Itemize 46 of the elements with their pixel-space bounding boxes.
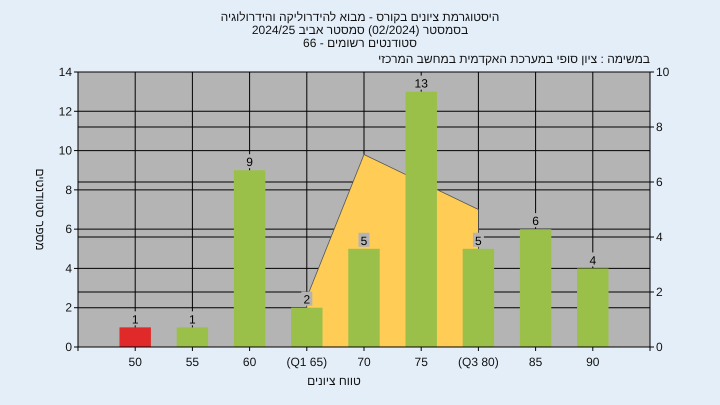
chart-title: היסטוגרמת ציונים בקורס - מבוא להידרוליקה והידרולוגיה: [220, 10, 500, 24]
bar: [405, 92, 437, 347]
y-tick-label: 0: [65, 340, 72, 354]
y-tick-label: 6: [65, 222, 72, 236]
y2-tick-label: 6: [656, 175, 663, 189]
bar: [234, 170, 266, 347]
text: במשימה : ציון סופי במערכת האקדמית במחשב המרכזי: [378, 52, 650, 66]
bar: [291, 308, 323, 347]
x-axis-title: טווח ציונים: [307, 374, 362, 388]
y2-tick-label: 10: [656, 65, 670, 79]
data-label: 5: [475, 234, 482, 248]
y-axis-title: מספר סטודנטים: [33, 168, 47, 251]
y2-tick-label: 2: [656, 285, 663, 299]
data-label: 2: [303, 292, 310, 307]
x-tick-label: 90: [586, 355, 600, 369]
chart-subtitle: בסמסטר (02/2024) סמסטר אביב 2024/25 סטודנטים רשומים - 66: [252, 23, 468, 50]
x-tick-label: 60: [242, 355, 257, 369]
x-tick-label: 70: [357, 355, 371, 369]
y-tick-label: 12: [58, 104, 72, 118]
data-label: 13: [414, 76, 428, 91]
y2-tick-label: 8: [656, 120, 663, 134]
y2-tick-label: 4: [656, 230, 663, 244]
y-tick-label: 10: [58, 144, 72, 158]
data-label: 9: [246, 155, 254, 170]
data-label: 1: [132, 312, 139, 326]
bar: [577, 268, 609, 347]
y-tick-label: 14: [58, 65, 72, 79]
y2-tick-label: 0: [656, 340, 663, 354]
data-label: 4: [589, 253, 596, 268]
bar: [176, 327, 208, 347]
y-tick-label: 2: [65, 300, 72, 315]
data-label: 1: [189, 312, 196, 326]
x-tick-label: 75: [414, 355, 428, 369]
x-tick-label: (Q3 80): [458, 355, 499, 369]
bar: [119, 327, 151, 347]
x-tick-label: 55: [186, 355, 200, 369]
y-tick-label: 4: [65, 261, 72, 276]
bar: [520, 229, 552, 347]
bar: [462, 248, 494, 347]
data-label: 6: [532, 214, 540, 228]
x-tick-label: 85: [528, 355, 543, 369]
y-tick-label: 8: [65, 182, 72, 197]
data-label: 5: [360, 234, 368, 248]
x-tick-label: (Q1 65): [286, 355, 328, 369]
bar: [348, 248, 380, 347]
x-tick-label: 50: [128, 355, 142, 369]
